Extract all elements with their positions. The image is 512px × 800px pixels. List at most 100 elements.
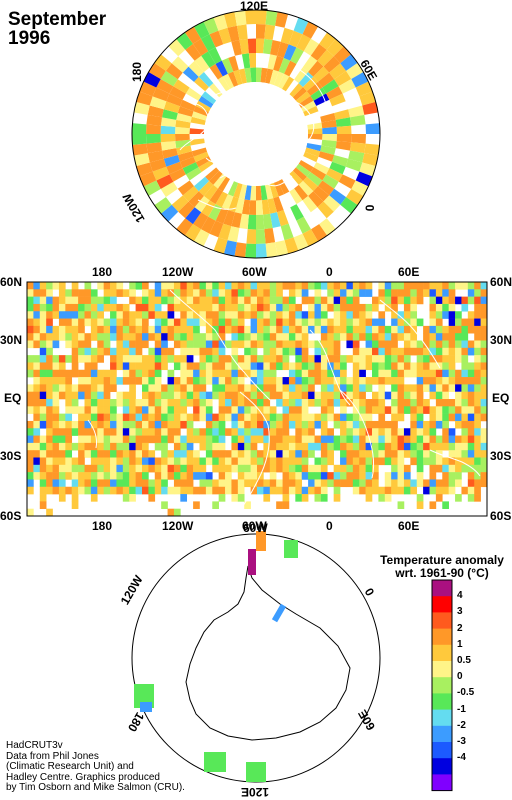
mercator-cell [148, 355, 156, 363]
mercator-cell [52, 340, 60, 349]
mercator-cell [135, 369, 143, 378]
mercator-cell [282, 435, 290, 444]
mercator-cell [231, 296, 239, 305]
mercator-cell [314, 435, 322, 444]
mercator-cell [218, 391, 226, 400]
mercator-cell [276, 442, 283, 451]
mercator-cell [448, 296, 456, 305]
mercator-cell [276, 413, 283, 422]
mercator-cell [148, 362, 156, 371]
mercator-cell [442, 362, 449, 371]
north-polar-cell [185, 43, 202, 61]
mercator-cell [237, 479, 245, 488]
mercator-cell [154, 384, 162, 392]
mercator-cell [135, 472, 143, 480]
mercator-cell [474, 282, 481, 290]
mercator-cell [276, 479, 283, 488]
north-polar-cell [156, 79, 174, 94]
mercator-cell [167, 355, 175, 363]
mercator-cell [27, 406, 34, 414]
mercator-cell [173, 450, 181, 458]
mercator-cell [423, 442, 430, 451]
mercator-cell [480, 347, 487, 356]
mercator-cell [352, 399, 360, 407]
mercator-cell [467, 391, 475, 400]
mercator-cell [467, 384, 475, 392]
north-polar-cell [239, 213, 249, 230]
north-polar-cell [329, 63, 347, 80]
mercator-cell [71, 369, 79, 378]
north-polar-cell [256, 200, 264, 215]
mercator-cell [340, 413, 347, 422]
mercator-cell [269, 333, 277, 341]
mercator-cell [384, 296, 392, 305]
mercator-cell [365, 333, 373, 341]
mercator-cell [474, 377, 481, 385]
mercator-coastlines [87, 289, 481, 511]
mercator-cell [205, 369, 213, 378]
north-polar-cell [223, 210, 235, 227]
mercator-cell [142, 435, 149, 444]
mercator-cell [65, 486, 73, 495]
mercator-cell [78, 391, 85, 400]
north-polar-cell [152, 87, 170, 102]
mercator-cell [193, 347, 200, 356]
mercator-cell [237, 428, 245, 436]
mercator-cell [340, 362, 347, 371]
mercator-cell [97, 472, 104, 480]
mercator-cell [352, 340, 360, 349]
mercator-cell [282, 377, 290, 385]
mercator-cell [301, 435, 309, 444]
mercator-cell [186, 442, 194, 451]
mercator-cell [212, 486, 219, 495]
mercator-cell [103, 420, 111, 429]
mercator-cell [320, 413, 328, 422]
mercator-cell [442, 457, 449, 466]
mercator-cell [39, 501, 47, 509]
mercator-cell [269, 486, 277, 495]
mercator-cell [416, 399, 424, 407]
mercator-cell [46, 420, 53, 429]
legend-tick-label: 0.5 [457, 655, 471, 666]
mercator-cell [205, 420, 213, 429]
mercator-cell [97, 340, 104, 349]
mercator-cell [84, 340, 92, 349]
mercator-cell [46, 413, 53, 422]
mercator-cell [435, 303, 443, 312]
mercator-cell [346, 303, 354, 312]
mercator-cell [148, 325, 156, 334]
mercator-cell [129, 413, 136, 422]
north-polar-cell [231, 40, 242, 56]
mercator-cell [282, 494, 290, 502]
legend-tick-label: 0 [457, 671, 463, 683]
mercator-cell [122, 457, 130, 466]
north-polar-cell [171, 56, 189, 73]
mercator-cell [372, 406, 379, 414]
mercator-cell [442, 442, 449, 451]
mercator-cell [288, 472, 296, 480]
mercator-cell [416, 362, 424, 371]
mercator-cell [161, 384, 168, 392]
mercator-cell [397, 406, 405, 414]
mercator-cell [205, 479, 213, 488]
mercator-cell [391, 435, 398, 444]
mercator-cell [199, 369, 207, 378]
mercator-cell [33, 428, 41, 436]
mercator-cell [448, 318, 456, 327]
mercator-cell [129, 355, 136, 363]
mercator-cell [58, 428, 66, 436]
mercator-cell [65, 428, 73, 436]
mercator-cell [180, 413, 188, 422]
mercator-cell [33, 289, 41, 297]
mercator-cell [435, 355, 443, 363]
mercator-cell [135, 347, 143, 356]
mercator-cell [378, 362, 386, 371]
mercator-cell [429, 479, 437, 488]
mercator-cell [148, 420, 156, 429]
mercator-cell [142, 340, 149, 349]
north-polar-cell [303, 38, 320, 56]
mercator-cell [193, 501, 200, 509]
mercator-cell [429, 296, 437, 305]
mercator-cell [480, 450, 487, 458]
mercator-cell [244, 479, 251, 488]
